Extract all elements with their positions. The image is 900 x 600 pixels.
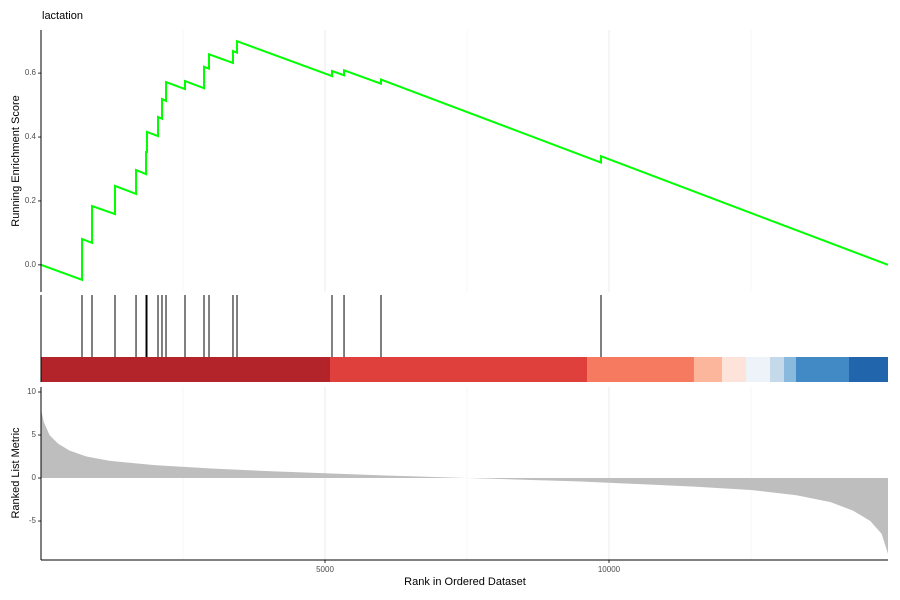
- y-tick-label: 0.0: [25, 260, 37, 269]
- x-tick-label: 10000: [598, 565, 621, 574]
- rank-band: [770, 357, 784, 382]
- rank-band: [795, 357, 849, 382]
- rank-band: [693, 357, 722, 382]
- metric-area: [41, 409, 888, 554]
- rank-band: [721, 357, 747, 382]
- es-line: [40, 39, 889, 282]
- y-tick-label: 0.2: [25, 196, 37, 205]
- y-tick-label: 10: [27, 387, 36, 396]
- y-tick-label: 0: [32, 473, 37, 482]
- y-tick-label: 5: [32, 430, 37, 439]
- x-tick-label: 5000: [316, 565, 334, 574]
- x-axis-label: Rank in Ordered Dataset: [404, 576, 526, 588]
- rank-band: [587, 357, 694, 382]
- y-axis-label: Ranked List Metric: [10, 427, 22, 519]
- rank-band: [746, 357, 771, 382]
- rank-band: [329, 357, 588, 382]
- rank-band: [848, 357, 888, 382]
- y-tick-label: -5: [29, 516, 37, 525]
- rank-band: [41, 357, 330, 382]
- y-axis-label: Running Enrichment Score: [10, 95, 22, 226]
- rank-band: [783, 357, 796, 382]
- y-tick-label: 0.6: [25, 68, 37, 77]
- chart-title: lactation: [42, 10, 83, 22]
- y-tick-label: 0.4: [25, 132, 37, 141]
